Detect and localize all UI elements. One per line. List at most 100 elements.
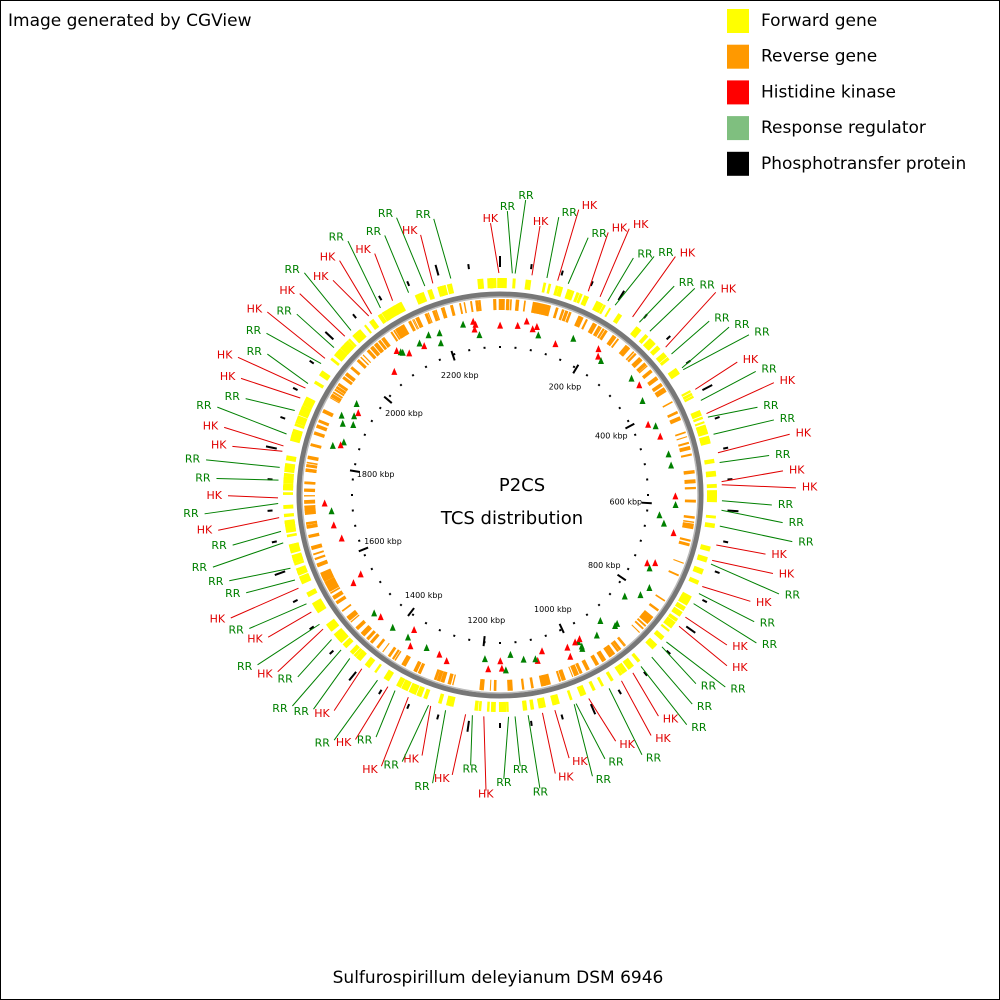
feature-label: HK bbox=[721, 283, 737, 296]
reverse-gene bbox=[310, 443, 322, 449]
forward-gene bbox=[289, 436, 301, 444]
minor-tick bbox=[424, 621, 428, 625]
tcs-marker bbox=[321, 499, 328, 507]
reverse-gene bbox=[330, 393, 342, 402]
forward-gene bbox=[349, 644, 360, 655]
forward-gene bbox=[692, 565, 704, 575]
reverse-gene bbox=[678, 540, 690, 547]
tcs-marker bbox=[665, 450, 672, 458]
forward-gene bbox=[284, 468, 295, 474]
outer-tick bbox=[589, 280, 594, 287]
reverse-gene bbox=[533, 302, 539, 314]
forward-gene bbox=[604, 307, 612, 318]
label-line bbox=[503, 716, 510, 780]
forward-gene bbox=[292, 428, 303, 435]
label-line bbox=[432, 710, 447, 784]
label-line bbox=[506, 211, 513, 274]
outer-tick bbox=[701, 599, 708, 604]
tcs-marker bbox=[411, 626, 418, 634]
forward-gene bbox=[335, 349, 347, 360]
forward-gene bbox=[319, 370, 331, 381]
forward-gene bbox=[699, 435, 710, 443]
reverse-gene bbox=[424, 312, 432, 325]
reverse-gene bbox=[619, 345, 629, 356]
tcs-marker bbox=[514, 321, 521, 329]
scale-label: 1600 kbp bbox=[364, 537, 402, 546]
label-line bbox=[313, 658, 351, 710]
label-line bbox=[206, 459, 280, 468]
label-line bbox=[557, 209, 580, 281]
scale-tick bbox=[383, 395, 393, 404]
feature-label: RR bbox=[518, 189, 534, 202]
reverse-gene bbox=[590, 654, 600, 667]
label-line bbox=[380, 697, 409, 767]
label-line bbox=[333, 679, 378, 741]
reverse-gene bbox=[320, 568, 332, 577]
forward-gene bbox=[681, 390, 692, 397]
forward-gene bbox=[538, 697, 546, 709]
label-line bbox=[639, 285, 675, 323]
reverse-gene bbox=[599, 329, 608, 341]
forward-gene bbox=[704, 458, 715, 465]
forward-gene bbox=[396, 676, 406, 688]
forward-gene bbox=[705, 514, 717, 519]
tcs-marker bbox=[350, 579, 357, 587]
forward-gene bbox=[364, 656, 376, 669]
forward-gene bbox=[683, 395, 695, 403]
reverse-gene bbox=[366, 630, 376, 641]
feature-label: HK bbox=[655, 732, 671, 745]
feature-label: RR bbox=[196, 399, 212, 412]
forward-gene bbox=[625, 657, 634, 668]
feature-label: HK bbox=[207, 489, 223, 502]
forward-gene bbox=[655, 352, 668, 364]
forward-gene bbox=[692, 416, 704, 423]
tcs-marker bbox=[539, 647, 546, 655]
label-line bbox=[671, 320, 710, 355]
feature-label: RR bbox=[284, 263, 300, 276]
label-line bbox=[531, 225, 541, 276]
forward-gene bbox=[699, 438, 711, 444]
minor-tick bbox=[618, 406, 622, 410]
feature-label: RR bbox=[229, 623, 245, 636]
feature-label: RR bbox=[734, 318, 750, 331]
forward-gene bbox=[665, 616, 676, 626]
label-line bbox=[607, 257, 634, 302]
feature-label: RR bbox=[247, 345, 263, 358]
forward-gene bbox=[283, 504, 294, 510]
reverse-gene bbox=[571, 665, 578, 676]
outer-tick bbox=[274, 570, 286, 576]
label-line bbox=[632, 256, 676, 318]
label-line bbox=[621, 680, 652, 736]
reverse-gene bbox=[341, 603, 352, 612]
forward-gene bbox=[393, 304, 402, 315]
reverse-gene bbox=[335, 385, 347, 395]
label-line bbox=[682, 334, 750, 371]
reverse-gene bbox=[673, 558, 684, 564]
forward-gene bbox=[283, 512, 295, 518]
reverse-gene bbox=[610, 338, 620, 349]
tcs-marker bbox=[523, 317, 530, 325]
forward-gene bbox=[342, 637, 354, 649]
label-line bbox=[575, 703, 606, 760]
feature-label: HK bbox=[478, 788, 494, 801]
minor-tick bbox=[633, 433, 637, 437]
feature-label: HK bbox=[210, 613, 226, 626]
reverse-gene bbox=[479, 678, 484, 691]
label-line bbox=[681, 326, 730, 369]
reverse-gene bbox=[305, 520, 318, 525]
tcs-marker bbox=[579, 644, 586, 652]
reverse-gene bbox=[314, 554, 326, 561]
forward-gene bbox=[569, 290, 575, 301]
reverse-gene bbox=[332, 391, 344, 399]
forward-gene bbox=[383, 669, 394, 681]
forward-gene bbox=[427, 288, 436, 301]
feature-label: HK bbox=[572, 755, 588, 768]
tcs-marker bbox=[389, 623, 396, 631]
forward-gene bbox=[697, 554, 708, 561]
forward-gene bbox=[478, 700, 483, 712]
feature-label: RR bbox=[691, 721, 707, 734]
label-line bbox=[299, 293, 346, 337]
tcs-marker bbox=[371, 609, 378, 617]
label-line bbox=[554, 709, 570, 759]
minor-tick bbox=[618, 580, 622, 584]
